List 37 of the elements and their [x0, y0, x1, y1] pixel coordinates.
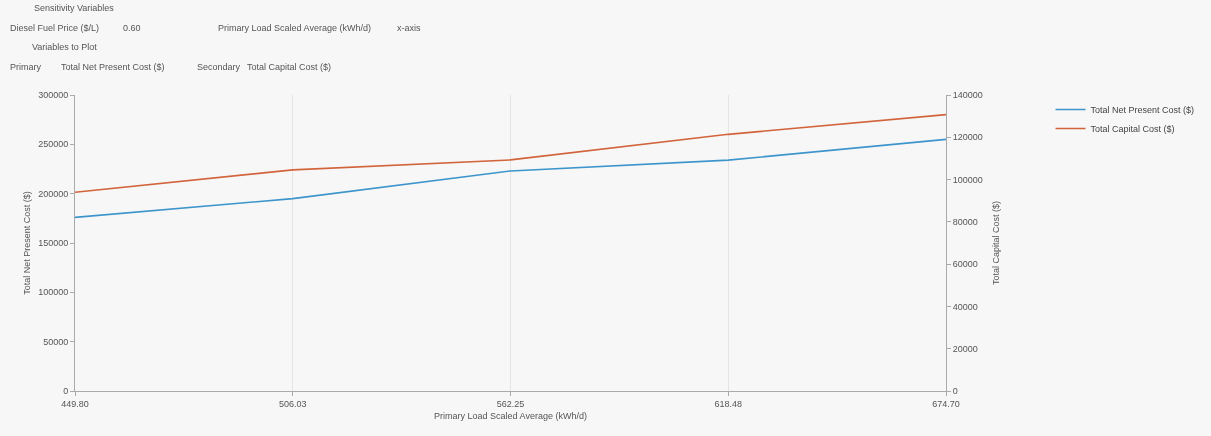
- text: Secondary: [197, 62, 241, 72]
- y-tick-label: 250000: [38, 139, 69, 150]
- y-tick-label: 100000: [38, 287, 69, 298]
- text: Sensitivity Variables: [34, 3, 115, 13]
- y2-tick-label: 140000: [952, 90, 983, 101]
- line-series: [75, 113, 946, 194]
- x-tick-label: 506.03: [279, 398, 307, 409]
- x-tick-label: 674.70: [932, 398, 960, 409]
- x-axis-title: Primary Load Scaled Average (kWh/d): [434, 410, 587, 421]
- legend-label: Total Net Present Cost ($): [1090, 105, 1195, 116]
- y-tick-label: 150000: [38, 238, 69, 249]
- text: Total Net Present Cost ($): [61, 62, 165, 72]
- x-tick-label: 449.80: [61, 398, 89, 409]
- text: Total Capital Cost ($): [247, 62, 332, 72]
- text: Primary: [10, 62, 42, 72]
- y-tick-label: 50000: [43, 336, 69, 347]
- text: Diesel Fuel Price ($/L): [10, 23, 100, 33]
- y2-tick-label: 100000: [952, 174, 983, 185]
- legend-label: Total Capital Cost ($): [1090, 124, 1175, 135]
- text: 0.60: [123, 23, 141, 33]
- y2-tick-label: 0: [952, 386, 958, 397]
- text: Variables to Plot: [32, 42, 98, 52]
- y-tick-label: 0: [63, 386, 69, 397]
- y-axis-title: Total Net Present Cost ($): [21, 191, 32, 295]
- y2-tick-label: 60000: [952, 259, 978, 270]
- y2-tick-label: 20000: [952, 343, 978, 354]
- x-tick-label: 618.48: [714, 398, 743, 409]
- text: Primary Load Scaled Average (kWh/d): [218, 23, 371, 33]
- line-series: [75, 138, 946, 219]
- y2-tick-label: 40000: [952, 301, 978, 312]
- x-tick-label: 562.25: [496, 398, 525, 409]
- y2-tick-label: 80000: [952, 217, 978, 228]
- y2-axis-title: Total Capital Cost ($): [990, 200, 1001, 286]
- y2-tick-label: 120000: [952, 132, 983, 143]
- y-tick-label: 300000: [38, 90, 69, 101]
- text: x-axis: [397, 23, 421, 33]
- y-tick-label: 200000: [38, 188, 69, 199]
